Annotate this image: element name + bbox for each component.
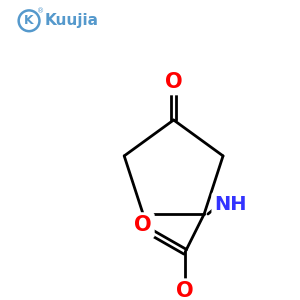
Text: NH: NH <box>214 195 247 214</box>
Text: O: O <box>176 281 194 300</box>
Text: Kuujia: Kuujia <box>45 13 99 28</box>
Text: O: O <box>165 72 182 92</box>
Text: K: K <box>24 14 34 27</box>
Text: O: O <box>134 215 152 235</box>
Text: ®: ® <box>37 8 44 14</box>
